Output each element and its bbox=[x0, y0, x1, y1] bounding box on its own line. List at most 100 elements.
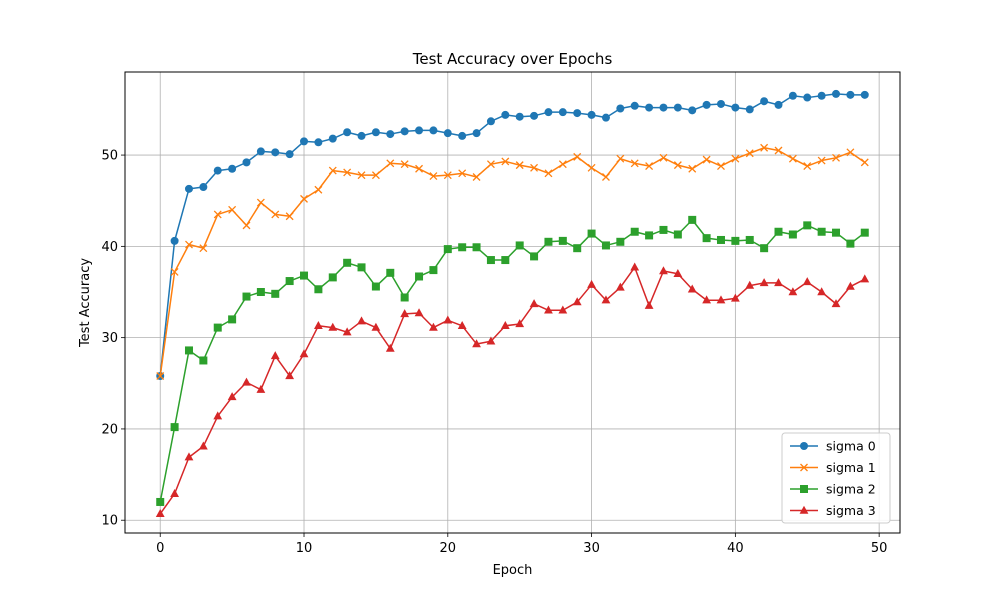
data-point-circle bbox=[486, 117, 495, 126]
data-point-square bbox=[745, 235, 754, 244]
data-point-x bbox=[300, 194, 308, 203]
legend-item: sigma 0 bbox=[790, 439, 876, 454]
data-point-circle bbox=[760, 97, 769, 106]
data-point-x bbox=[328, 166, 337, 175]
data-point-circle bbox=[415, 126, 424, 135]
data-point-square bbox=[800, 485, 808, 493]
data-point-square bbox=[256, 288, 265, 297]
data-point-circle bbox=[745, 105, 754, 114]
data-point-triangle bbox=[759, 278, 769, 287]
data-point-circle bbox=[846, 90, 855, 99]
data-point-circle bbox=[300, 137, 309, 146]
data-point-x bbox=[659, 153, 668, 162]
series-line bbox=[159, 219, 866, 503]
series-line bbox=[159, 147, 866, 377]
data-point-circle bbox=[371, 128, 380, 137]
legend: sigma 0 sigma 1 sigma 2 sigma 3 bbox=[781, 432, 891, 524]
data-point-square bbox=[832, 228, 841, 237]
data-point-x bbox=[774, 146, 783, 155]
data-point-square bbox=[343, 258, 352, 267]
data-point-triangle bbox=[400, 309, 410, 318]
data-point-square bbox=[645, 231, 654, 240]
data-point-circle bbox=[731, 103, 740, 112]
data-point-square bbox=[472, 243, 481, 252]
data-point-square bbox=[170, 423, 179, 432]
data-point-circle bbox=[573, 109, 582, 118]
data-point-square bbox=[731, 236, 740, 245]
data-point-circle bbox=[285, 150, 294, 159]
data-point-triangle bbox=[443, 315, 453, 324]
data-point-triangle bbox=[342, 327, 352, 336]
data-point-square bbox=[587, 229, 596, 238]
legend-item: sigma 1 bbox=[790, 460, 876, 475]
data-point-triangle bbox=[429, 322, 438, 331]
data-point-triangle bbox=[572, 297, 582, 306]
data-point-square bbox=[213, 323, 222, 332]
data-point-circle bbox=[515, 112, 524, 121]
data-point-x bbox=[817, 156, 826, 165]
legend-item: sigma 3 bbox=[790, 503, 876, 518]
series-lines bbox=[155, 89, 870, 518]
data-point-circle bbox=[242, 158, 251, 167]
series-sigma-1 bbox=[156, 143, 869, 380]
data-point-square bbox=[817, 227, 826, 236]
data-point-square bbox=[630, 227, 639, 236]
data-point-triangle bbox=[845, 281, 855, 290]
data-point-circle bbox=[688, 106, 697, 115]
data-point-x bbox=[415, 164, 423, 173]
data-point-x bbox=[832, 153, 840, 162]
data-point-triangle bbox=[817, 287, 827, 296]
data-point-circle bbox=[860, 90, 869, 99]
data-point-triangle bbox=[385, 343, 395, 352]
data-point-triangle bbox=[601, 295, 611, 304]
data-point-x bbox=[343, 168, 352, 177]
data-point-x bbox=[400, 160, 409, 169]
data-point-x bbox=[645, 162, 654, 170]
data-point-triangle bbox=[788, 287, 798, 296]
data-point-x bbox=[386, 159, 395, 168]
data-point-triangle bbox=[659, 266, 668, 275]
y-tick-label: 10 bbox=[101, 514, 118, 529]
data-point-square bbox=[601, 241, 610, 250]
data-point-circle bbox=[170, 236, 179, 245]
data-point-circle bbox=[673, 103, 682, 112]
data-point-triangle bbox=[486, 336, 496, 345]
data-point-square bbox=[184, 346, 193, 355]
data-point-x bbox=[688, 164, 697, 173]
data-point-triangle bbox=[860, 274, 870, 283]
y-tick-label: 40 bbox=[101, 240, 118, 255]
data-point-circle bbox=[558, 108, 567, 117]
data-point-square bbox=[803, 221, 812, 230]
data-point-triangle bbox=[687, 284, 697, 293]
data-point-x bbox=[803, 162, 812, 170]
data-point-x bbox=[242, 221, 251, 230]
data-point-square bbox=[860, 228, 869, 237]
data-point-x bbox=[530, 163, 539, 172]
data-point-square bbox=[846, 239, 855, 248]
data-point-square bbox=[558, 236, 567, 245]
data-point-square bbox=[443, 245, 452, 254]
data-point-triangle bbox=[730, 293, 740, 302]
data-point-x bbox=[213, 210, 222, 219]
data-point-triangle bbox=[587, 279, 596, 288]
data-point-triangle bbox=[630, 262, 640, 271]
data-point-triangle bbox=[644, 300, 654, 309]
data-point-triangle bbox=[242, 377, 251, 386]
data-point-x bbox=[860, 158, 869, 167]
data-point-square bbox=[386, 268, 395, 277]
data-point-square bbox=[501, 256, 510, 265]
data-point-triangle bbox=[270, 351, 280, 360]
data-point-triangle bbox=[716, 295, 726, 304]
data-point-circle bbox=[199, 183, 208, 192]
legend-label: sigma 1 bbox=[826, 460, 876, 475]
data-point-circle bbox=[774, 100, 783, 109]
data-point-circle bbox=[832, 89, 841, 98]
data-point-x bbox=[846, 148, 855, 157]
data-point-circle bbox=[616, 104, 625, 113]
data-point-square bbox=[788, 230, 797, 239]
data-point-triangle bbox=[529, 299, 539, 308]
data-point-circle bbox=[601, 113, 610, 122]
data-point-x bbox=[515, 161, 524, 170]
x-tick-label: 0 bbox=[156, 541, 164, 556]
x-tick-label: 20 bbox=[440, 541, 457, 556]
